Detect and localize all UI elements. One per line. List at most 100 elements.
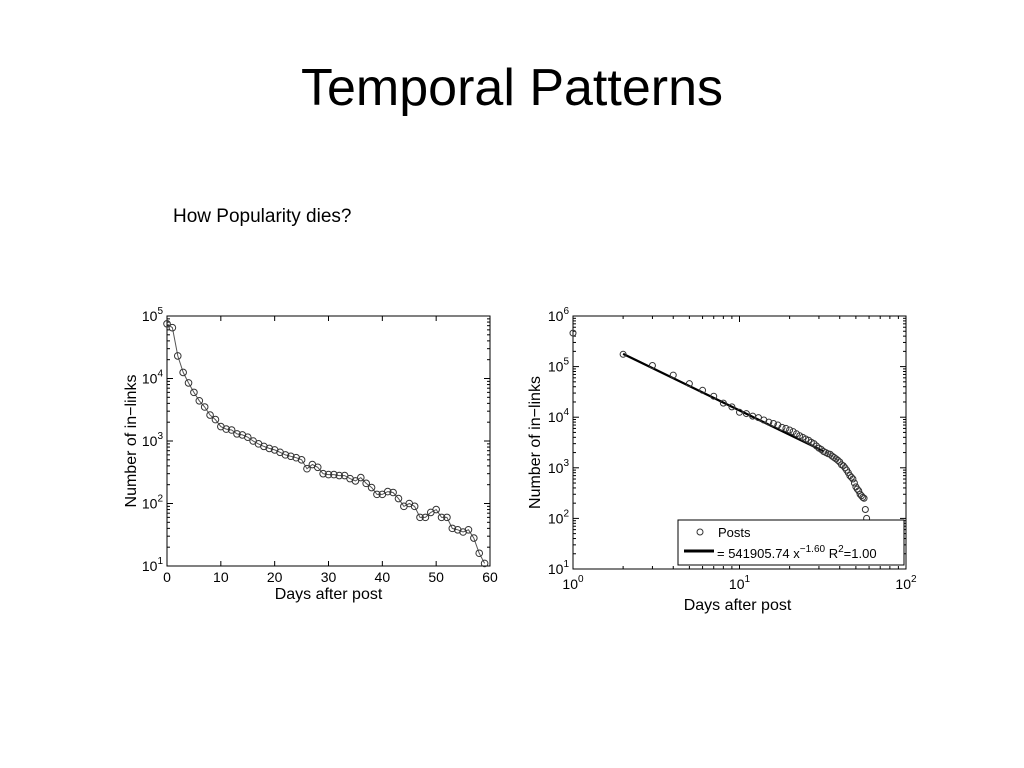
data-point (742, 410, 750, 418)
data-point (569, 329, 577, 337)
legend-label-fit: = 541905.74 x−1.60 R2=1.00 (717, 544, 877, 561)
data-point (292, 453, 301, 462)
chart-left: 0 10 20 30 40 50 60 101 102 103 104 105 Days after p… (123, 306, 498, 603)
data-point (416, 513, 424, 522)
data-point (782, 424, 790, 432)
data-point (786, 426, 794, 434)
y-tick-label: 106 (548, 306, 570, 324)
data-point (313, 463, 322, 472)
data-point (769, 420, 777, 428)
x-tick-label: 0 (163, 569, 171, 585)
data-point (470, 534, 478, 542)
data-point (200, 403, 209, 411)
y-tick-label: 104 (548, 407, 570, 425)
x-tick-label: 40 (375, 569, 391, 585)
series-line (166, 323, 486, 564)
y-tick-label: 103 (142, 431, 164, 449)
slide-subtitle: How Popularity dies? (173, 206, 352, 227)
data-point (367, 483, 376, 492)
data-point (287, 452, 295, 461)
data-point (853, 485, 861, 493)
data-point (195, 396, 204, 405)
data-point (448, 524, 457, 533)
data-point (728, 403, 736, 411)
data-point (699, 386, 707, 394)
x-tick-label: 50 (428, 569, 444, 585)
data-point (437, 513, 446, 522)
y-tick-label: 103 (548, 458, 570, 476)
data-point (351, 477, 360, 485)
legend-marker-posts (696, 528, 704, 536)
data-point (222, 425, 231, 433)
data-point (211, 415, 220, 424)
y-tick-label: 104 (142, 369, 164, 387)
data-point (373, 490, 381, 499)
data-point (179, 368, 187, 377)
y-tick-label: 105 (548, 357, 570, 375)
data-point (190, 388, 198, 397)
y-axis-label: Number of in−links (527, 376, 544, 509)
data-point (443, 513, 451, 522)
data-point (421, 513, 430, 522)
x-tick-label: 20 (267, 569, 283, 585)
data-point (710, 392, 718, 400)
x-axis-label: Days after post (684, 597, 792, 614)
fit-line (622, 352, 825, 453)
data-point (774, 421, 782, 429)
data-point (233, 430, 241, 438)
x-tick-label: 102 (895, 574, 917, 592)
y-tick-label: 102 (142, 494, 164, 512)
data-point (324, 470, 333, 479)
data-point (163, 320, 171, 328)
data-point (260, 442, 268, 451)
data-point (319, 469, 327, 478)
data-point (281, 451, 290, 459)
data-point (394, 494, 403, 503)
data-point (432, 505, 440, 514)
data-point (861, 505, 869, 513)
data-point (860, 494, 868, 502)
data-point (330, 470, 338, 479)
data-point (389, 488, 397, 497)
data-point (243, 433, 252, 442)
data-point (184, 379, 193, 387)
data-point (719, 399, 727, 407)
data-point (410, 502, 419, 511)
data-point (206, 411, 214, 419)
data-point (859, 493, 867, 501)
y-tick-label: 102 (548, 508, 570, 526)
data-point (173, 352, 182, 360)
x-tick-label: 60 (482, 569, 498, 585)
y-tick-label: 101 (548, 559, 570, 577)
x-tick-label: 10 (213, 569, 229, 585)
y-tick-label: 105 (142, 306, 164, 324)
x-axis-label: Days after post (275, 586, 383, 603)
data-point (834, 456, 842, 464)
data-point (619, 350, 627, 358)
data-point (765, 418, 773, 426)
x-tick-label: 101 (729, 574, 751, 592)
y-tick-label: 101 (142, 556, 164, 574)
data-point (648, 362, 656, 370)
slide-title: Temporal Patterns (301, 59, 723, 117)
data-point (850, 479, 858, 487)
data-point (303, 464, 311, 473)
data-point (362, 479, 370, 488)
data-point (669, 371, 677, 379)
data-point (736, 408, 743, 416)
data-point (227, 426, 236, 434)
data-point (335, 471, 344, 480)
legend-label-posts: Posts (718, 525, 751, 540)
legend: Posts = 541905.74 x−1.60 R2=1.00 (677, 519, 905, 566)
data-point (847, 473, 855, 481)
data-point (839, 462, 847, 470)
y-axis-label: Number of in−links (123, 375, 140, 508)
x-tick-label: 100 (562, 574, 584, 592)
legend-box (677, 519, 905, 566)
data-point (297, 456, 306, 464)
data-point (265, 444, 274, 453)
data-point (168, 323, 177, 332)
data-point (383, 487, 392, 496)
data-point (475, 549, 484, 558)
